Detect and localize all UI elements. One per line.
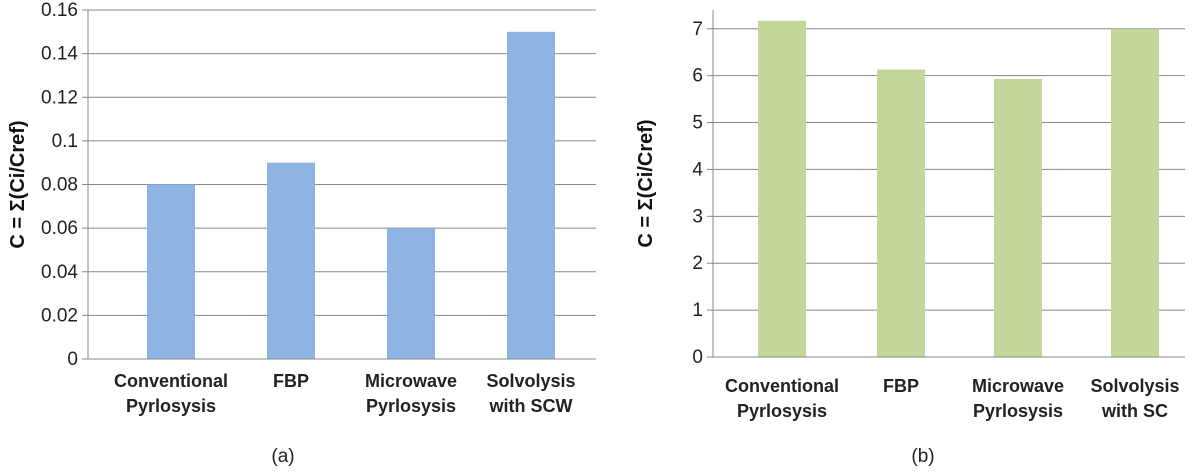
x-category-label: Solvolysis	[1090, 376, 1179, 396]
x-category-label: with SCW	[489, 396, 573, 416]
chart-panel-2: 0 1 2 3 4 5 6 7 Conventional Pyrlosysis FBP Microwa…	[635, 10, 1185, 467]
y-tick-label: 0	[67, 349, 78, 370]
x-category-label: Pyrlosysis	[366, 396, 456, 416]
x-category-label: Conventional	[114, 371, 228, 391]
y-tick-label: 6	[692, 66, 703, 87]
x-category-label: Pyrlosysis	[126, 396, 216, 416]
y-tick-label: 5	[692, 113, 703, 134]
chart-panel-1: 0 0.02 0.04 0.06 0.08 0.1 0.12 0.14 0.16 Conventi…	[7, 0, 596, 467]
x-category-label: Pyrlosysis	[737, 401, 827, 421]
x-category-label: Pyrlosysis	[973, 401, 1063, 421]
bar	[507, 31, 555, 359]
panel-label: (b)	[911, 446, 934, 467]
bar	[758, 20, 806, 358]
bar	[994, 78, 1042, 357]
x-category-label: Conventional	[725, 376, 839, 396]
y-tick-label: 0.12	[41, 87, 78, 108]
bar	[267, 162, 315, 359]
y-tick-label: 2	[692, 253, 703, 274]
bar	[147, 184, 195, 359]
y-tick-label: 0.06	[41, 218, 78, 239]
x-category-label: Microwave	[972, 376, 1064, 396]
y-tick-label: 3	[692, 206, 703, 227]
x-category-label: with SC	[1101, 401, 1168, 421]
y-tick-label: 0.16	[41, 0, 78, 21]
x-category-label: Solvolysis	[486, 371, 575, 391]
y-tick-label: 7	[692, 19, 703, 40]
y-tick-label: 0.14	[41, 44, 78, 65]
x-category-label: Microwave	[365, 371, 457, 391]
y-tick-label: 0.04	[41, 262, 78, 283]
bar	[1111, 28, 1159, 358]
y-axis-title: C = Σ(Ci/Cref)	[7, 120, 29, 248]
y-tick-label: 0.08	[41, 175, 78, 196]
y-tick-label: 0.1	[52, 131, 78, 152]
y-tick-label: 4	[692, 159, 703, 180]
y-tick-label: 0	[692, 347, 703, 368]
x-category-label: FBP	[273, 371, 309, 391]
bar	[387, 228, 435, 359]
panel-label: (a)	[271, 446, 294, 467]
bar	[877, 69, 925, 357]
x-category-label: FBP	[883, 376, 919, 396]
y-tick-label: 1	[692, 300, 703, 321]
y-tick-label: 0.02	[41, 305, 78, 326]
y-axis-title: C = Σ(Ci/Cref)	[635, 119, 657, 247]
